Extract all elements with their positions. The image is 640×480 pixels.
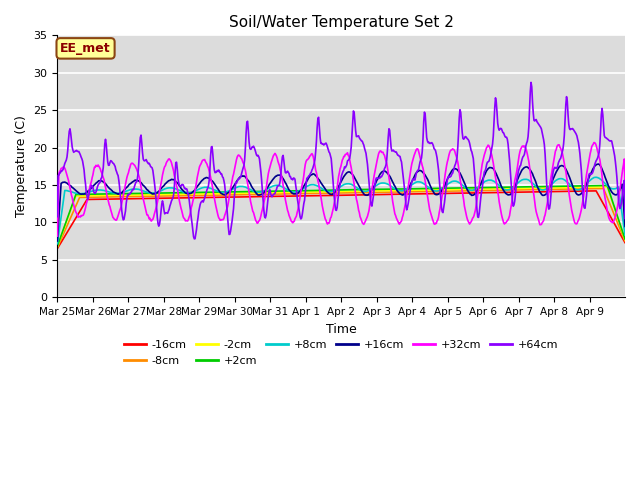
-2cm	[274, 190, 282, 195]
Text: EE_met: EE_met	[60, 42, 111, 55]
Legend: -16cm, -8cm, -2cm, +2cm, +8cm, +16cm, +32cm, +64cm: -16cm, -8cm, -2cm, +2cm, +8cm, +16cm, +3…	[120, 336, 563, 370]
-16cm	[592, 188, 600, 194]
+2cm	[274, 188, 282, 194]
-16cm	[274, 193, 282, 199]
+8cm	[54, 241, 61, 247]
+64cm	[621, 216, 629, 221]
Line: +16cm: +16cm	[58, 164, 625, 241]
+2cm	[604, 182, 611, 188]
+32cm	[432, 220, 440, 226]
+32cm	[400, 209, 408, 215]
+16cm	[274, 172, 282, 178]
-2cm	[54, 244, 61, 250]
-16cm	[621, 240, 629, 246]
-2cm	[400, 188, 408, 193]
+8cm	[253, 189, 260, 195]
+64cm	[527, 80, 535, 85]
Title: Soil/Water Temperature Set 2: Soil/Water Temperature Set 2	[228, 15, 454, 30]
+2cm	[621, 236, 629, 242]
+32cm	[120, 188, 128, 194]
+16cm	[432, 192, 440, 197]
+64cm	[401, 186, 408, 192]
-2cm	[253, 190, 260, 196]
-8cm	[225, 192, 232, 198]
-16cm	[225, 194, 232, 200]
-2cm	[621, 237, 629, 243]
-8cm	[432, 189, 440, 194]
+8cm	[432, 188, 440, 194]
-8cm	[274, 191, 282, 197]
+64cm	[120, 216, 128, 222]
+8cm	[621, 232, 629, 238]
+16cm	[54, 238, 61, 244]
+64cm	[253, 153, 261, 159]
+32cm	[253, 218, 260, 224]
-16cm	[253, 194, 260, 200]
-2cm	[120, 192, 128, 198]
+32cm	[274, 158, 282, 164]
X-axis label: Time: Time	[326, 323, 356, 336]
+2cm	[400, 186, 408, 192]
+64cm	[191, 236, 198, 242]
+16cm	[621, 224, 629, 229]
-8cm	[400, 189, 408, 195]
+8cm	[120, 189, 128, 195]
+8cm	[274, 182, 282, 188]
+16cm	[120, 187, 128, 193]
+8cm	[400, 188, 408, 193]
-8cm	[120, 194, 128, 200]
Line: -2cm: -2cm	[58, 187, 625, 247]
+2cm	[120, 191, 128, 196]
Line: +32cm: +32cm	[58, 143, 625, 236]
+2cm	[253, 189, 260, 194]
-8cm	[253, 192, 260, 197]
-16cm	[400, 191, 408, 197]
+64cm	[275, 183, 282, 189]
+8cm	[592, 174, 600, 180]
Line: -16cm: -16cm	[58, 191, 625, 249]
-2cm	[432, 187, 440, 193]
-8cm	[621, 238, 629, 244]
+16cm	[225, 190, 232, 195]
+2cm	[54, 243, 61, 249]
-8cm	[600, 186, 607, 192]
+16cm	[253, 191, 260, 196]
+8cm	[225, 188, 232, 194]
Line: +2cm: +2cm	[58, 185, 625, 246]
-16cm	[120, 196, 128, 202]
-16cm	[432, 191, 440, 196]
Line: +8cm: +8cm	[58, 177, 625, 244]
Y-axis label: Temperature (C): Temperature (C)	[15, 115, 28, 217]
Line: -8cm: -8cm	[58, 189, 625, 248]
-8cm	[54, 245, 61, 251]
+16cm	[400, 192, 408, 197]
+64cm	[225, 231, 233, 237]
-2cm	[604, 184, 611, 190]
+32cm	[590, 140, 598, 145]
+32cm	[54, 233, 61, 239]
+32cm	[621, 189, 629, 195]
+64cm	[54, 214, 61, 219]
+2cm	[432, 185, 440, 191]
+64cm	[433, 151, 440, 157]
-2cm	[225, 191, 232, 196]
-16cm	[54, 246, 61, 252]
Line: +64cm: +64cm	[58, 83, 625, 239]
+16cm	[595, 161, 602, 167]
+2cm	[225, 189, 232, 195]
+32cm	[225, 200, 232, 205]
